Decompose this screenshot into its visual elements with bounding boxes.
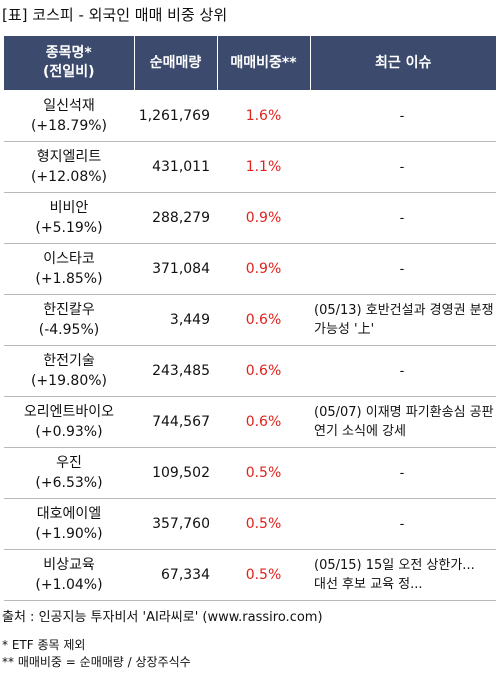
trading-share: 1.1% (217, 141, 310, 193)
table-body: 일신석재 (+18.79%) 1,261,769 1.6% - 형지엘리트 (+12.08%… (4, 90, 496, 601)
recent-issue: - (310, 192, 496, 244)
recent-issue: - (310, 90, 496, 142)
page-title: [표] 코스피 - 외국인 매매 비중 상위 (2, 6, 228, 24)
table-row: 이스타코 (+1.85%) 371,084 0.9% - (4, 243, 496, 295)
column-header-name-line1: 종목명* (45, 45, 92, 61)
trading-share: 0.6% (217, 345, 310, 397)
stock-name: 일신석재 (43, 98, 95, 114)
stock-change: (+18.79%) (30, 118, 108, 134)
stock-name: 한전기술 (43, 353, 95, 369)
stock-name: 이스타코 (43, 251, 95, 267)
net-volume: 67,334 (134, 549, 217, 601)
stock-name: 비상교육 (43, 557, 95, 573)
table-row: 일신석재 (+18.79%) 1,261,769 1.6% - (4, 90, 496, 142)
foreign-trading-table: 종목명* (전일비) 순매매량 매매비중** 최근 이슈 일신석재 (+18.79… (4, 35, 496, 601)
net-volume: 109,502 (134, 447, 217, 499)
net-volume: 744,567 (134, 396, 217, 448)
recent-issue: (05/07) 이재명 파기환송심 공판 연기 소식에 강세 (310, 396, 496, 448)
trading-share: 0.5% (217, 498, 310, 550)
stock-change: (+5.19%) (35, 220, 103, 236)
table-row: 비비안 (+5.19%) 288,279 0.9% - (4, 192, 496, 244)
column-header-share: 매매비중** (216, 35, 311, 91)
recent-issue: (05/15) 15일 오전 상한가... 대선 후보 교육 정... (310, 549, 496, 601)
table-row: 오리엔트바이오 (+0.93%) 744,567 0.6% (05/07) 이재명 파기… (4, 396, 496, 448)
stock-name: 비비안 (49, 200, 89, 216)
trading-share: 0.6% (217, 294, 310, 346)
trading-share: 0.5% (217, 447, 310, 499)
stock-name: 우진 (56, 455, 82, 471)
recent-issue: - (310, 141, 496, 193)
stock-cell: 이스타코 (+1.85%) (4, 243, 134, 295)
recent-issue: - (310, 498, 496, 550)
footnote-share-definition: ** 매매비중 = 순매매량 / 상장주식수 (2, 655, 191, 669)
stock-cell: 오리엔트바이오 (+0.93%) (4, 396, 134, 448)
stock-change: (+0.93%) (35, 424, 103, 440)
stock-name: 형지엘리트 (36, 149, 102, 165)
stock-name: 오리엔트바이오 (23, 404, 115, 420)
net-volume: 357,760 (134, 498, 217, 550)
table-row: 형지엘리트 (+12.08%) 431,011 1.1% - (4, 141, 496, 193)
recent-issue: (05/13) 호반건설과 경영권 분쟁 가능성 '上' (310, 294, 496, 346)
stock-name: 대호에이엘 (36, 506, 102, 522)
stock-change: (+19.80%) (30, 373, 108, 389)
stock-change: (+1.90%) (35, 526, 103, 542)
column-header-name-line2: (전일비) (43, 64, 95, 80)
recent-issue: - (310, 345, 496, 397)
net-volume: 431,011 (134, 141, 217, 193)
recent-issue: - (310, 243, 496, 295)
source-text: 출처 : 인공지능 투자비서 'AI라씨로' (www.rassiro.com) (2, 610, 323, 625)
footnote-etf: * ETF 종목 제외 (2, 638, 86, 652)
table-row: 한진칼우 (-4.95%) 3,449 0.6% (05/13) 호반건설과 경영권 분… (4, 294, 496, 346)
net-volume: 1,261,769 (134, 90, 217, 142)
table-row: 대호에이엘 (+1.90%) 357,760 0.5% - (4, 498, 496, 550)
stock-change: (+1.04%) (35, 577, 103, 593)
trading-share: 0.5% (217, 549, 310, 601)
stock-cell: 비비안 (+5.19%) (4, 192, 134, 244)
column-header-name: 종목명* (전일비) (4, 35, 135, 91)
trading-share: 1.6% (217, 90, 310, 142)
table-row: 비상교육 (+1.04%) 67,334 0.5% (05/15) 15일 오전 상한가… (4, 549, 496, 601)
stock-cell: 한전기술 (+19.80%) (4, 345, 134, 397)
stock-cell: 비상교육 (+1.04%) (4, 549, 134, 601)
net-volume: 3,449 (134, 294, 217, 346)
net-volume: 371,084 (134, 243, 217, 295)
net-volume: 243,485 (134, 345, 217, 397)
stock-cell: 형지엘리트 (+12.08%) (4, 141, 134, 193)
recent-issue: - (310, 447, 496, 499)
column-header-volume: 순매매량 (133, 35, 218, 91)
stock-change: (+6.53%) (35, 475, 103, 491)
net-volume: 288,279 (134, 192, 217, 244)
stock-name: 한진칼우 (43, 302, 95, 318)
stock-change: (+12.08%) (30, 169, 108, 185)
table-row: 한전기술 (+19.80%) 243,485 0.6% - (4, 345, 496, 397)
trading-share: 0.6% (217, 396, 310, 448)
stock-change: (-4.95%) (38, 322, 100, 338)
stock-cell: 우진 (+6.53%) (4, 447, 134, 499)
stock-change: (+1.85%) (35, 271, 103, 287)
table-row: 우진 (+6.53%) 109,502 0.5% - (4, 447, 496, 499)
stock-cell: 대호에이엘 (+1.90%) (4, 498, 134, 550)
trading-share: 0.9% (217, 243, 310, 295)
column-header-issue: 최근 이슈 (309, 35, 496, 91)
trading-share: 0.9% (217, 192, 310, 244)
stock-cell: 한진칼우 (-4.95%) (4, 294, 134, 346)
stock-cell: 일신석재 (+18.79%) (4, 90, 134, 142)
table-header-row: 종목명* (전일비) 순매매량 매매비중** 최근 이슈 (4, 35, 496, 91)
